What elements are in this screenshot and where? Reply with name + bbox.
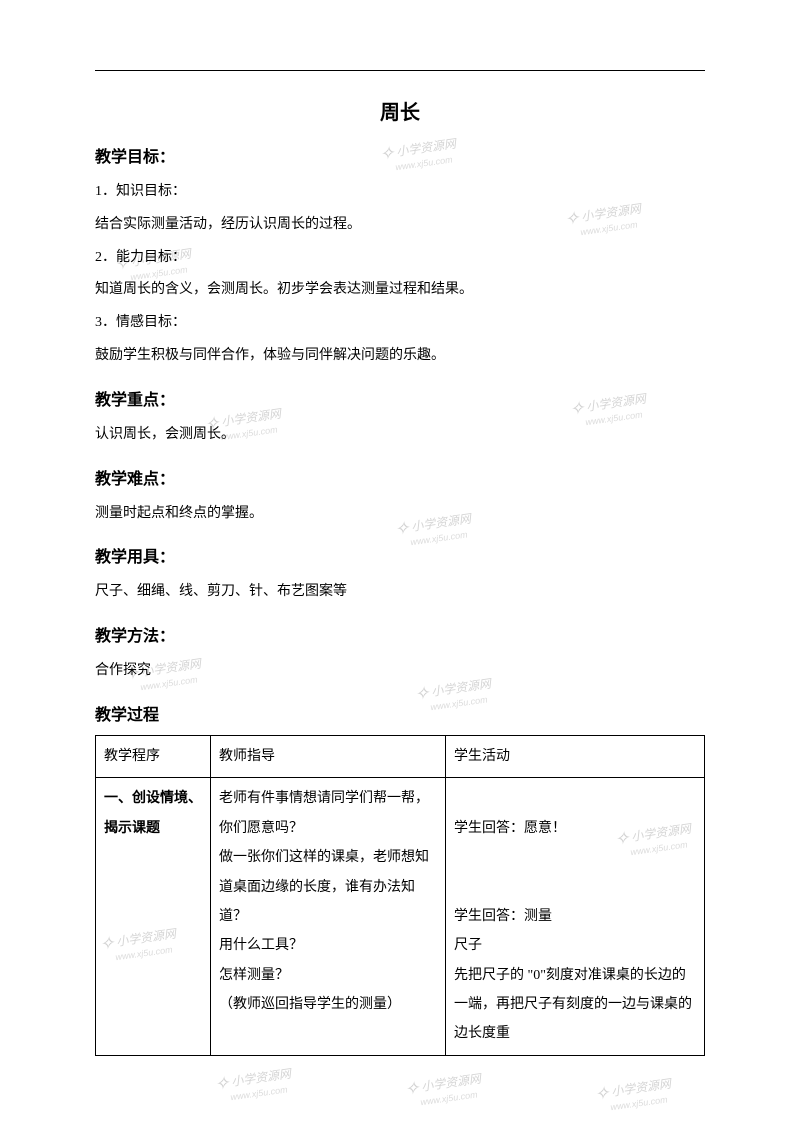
student-line [454, 873, 696, 902]
table-header-row: 教学程序 教师指导 学生活动 [96, 735, 705, 777]
doc-title: 周长 [95, 96, 705, 125]
difficulty-text: 测量时起点和终点的掌握。 [95, 499, 705, 530]
teacher-line: 用什么工具？ [219, 931, 437, 960]
process-table: 教学程序 教师指导 学生活动 一、创设情境、揭示课题 老师有件事情想请同学们帮一… [95, 735, 705, 1056]
teacher-line: 做一张你们这样的课桌，老师想知道桌面边缘的长度，谁有办法知道？ [219, 843, 437, 931]
proc-step-cell: 一、创设情境、揭示课题 [96, 778, 211, 1056]
goal-item: 1．知识目标： [95, 177, 705, 208]
header-cell: 学生活动 [446, 735, 705, 777]
goal-heading: 教学目标： [95, 143, 705, 167]
teacher-line: （教师巡回指导学生的测量） [219, 990, 437, 1019]
student-line [454, 843, 696, 872]
student-line: 学生回答：测量 [454, 902, 696, 931]
goal-item: 结合实际测量活动，经历认识周长的过程。 [95, 210, 705, 241]
process-heading: 教学过程 [95, 701, 705, 725]
student-line: 学生回答：愿意！ [454, 814, 696, 843]
teacher-line: 老师有件事情想请同学们帮一帮，你们愿意吗？ [219, 784, 437, 843]
tools-heading: 教学用具： [95, 543, 705, 567]
header-cell: 教师指导 [211, 735, 446, 777]
student-cell: 学生回答：愿意！ 学生回答：测量 尺子 先把尺子的 "0"刻度对准课桌的长边的一… [446, 778, 705, 1056]
goal-item: 3．情感目标： [95, 308, 705, 339]
goal-item: 鼓励学生积极与同伴合作，体验与同伴解决问题的乐趣。 [95, 341, 705, 372]
goal-item: 知道周长的含义，会测周长。初步学会表达测量过程和结果。 [95, 275, 705, 306]
method-text: 合作探究 [95, 656, 705, 687]
teacher-cell: 老师有件事情想请同学们帮一帮，你们愿意吗？ 做一张你们这样的课桌，老师想知道桌面… [211, 778, 446, 1056]
student-line [454, 784, 696, 813]
student-line: 尺子 [454, 931, 696, 960]
table-row: 一、创设情境、揭示课题 老师有件事情想请同学们帮一帮，你们愿意吗？ 做一张你们这… [96, 778, 705, 1056]
method-heading: 教学方法： [95, 622, 705, 646]
header-cell: 教学程序 [96, 735, 211, 777]
keypoint-text: 认识周长，会测周长。 [95, 420, 705, 451]
keypoint-heading: 教学重点： [95, 386, 705, 410]
document-page: 周长 教学目标： 1．知识目标： 结合实际测量活动，经历认识周长的过程。 2．能… [0, 0, 800, 1096]
tools-text: 尺子、细绳、线、剪刀、针、布艺图案等 [95, 577, 705, 608]
difficulty-heading: 教学难点： [95, 465, 705, 489]
teacher-line: 怎样测量？ [219, 961, 437, 990]
goal-item: 2．能力目标： [95, 243, 705, 274]
student-line: 先把尺子的 "0"刻度对准课桌的长边的一端，再把尺子有刻度的一边与课桌的边长度重 [454, 961, 696, 1049]
top-rule [95, 70, 705, 71]
